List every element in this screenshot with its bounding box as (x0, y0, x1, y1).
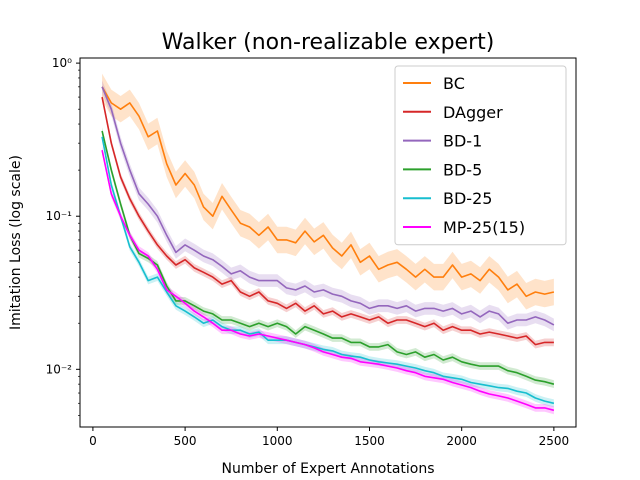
series-line-MP-25(15) (101, 150, 555, 412)
legend-label: MP-25(15) (443, 218, 525, 237)
x-tick-label: 0 (89, 434, 97, 448)
chart-title: Walker (non-realizable expert) (162, 30, 495, 55)
series-line-BC (101, 86, 555, 298)
legend-label: BC (443, 74, 465, 93)
series-line-DAgger (101, 96, 554, 346)
legend-box (394, 65, 567, 246)
x-tick-label: 2000 (446, 434, 477, 448)
y-tick-label: 10⁻¹ (46, 209, 73, 223)
series-line-BD-25 (101, 136, 555, 405)
x-axis: 0 500 1000 1500 2000 2500 (89, 427, 569, 448)
legend-label: DAgger (443, 103, 503, 122)
y-axis: 10⁻² 10⁻¹ 10⁰ (46, 56, 80, 416)
x-tick-label: 1000 (262, 434, 293, 448)
y-tick-label: 10⁻² (46, 362, 73, 376)
x-axis-label: Number of Expert Annotations (221, 461, 434, 477)
band-BD-25 (102, 133, 554, 408)
x-tick-label: 500 (174, 434, 197, 448)
plot-frame (79, 57, 577, 428)
series-line-BD-5 (101, 130, 555, 385)
series-line-BD-1 (101, 86, 555, 326)
x-tick-label: 2500 (539, 434, 570, 448)
legend-label: BD-25 (443, 189, 492, 208)
x-tick-label: 1500 (354, 434, 385, 448)
legend: BC DAgger BD-1 BD-5 BD-25 MP-25(15) (394, 65, 567, 246)
legend-label: BD-1 (443, 132, 482, 151)
series-lines (101, 86, 555, 412)
y-axis-label: Imitation Loss (log scale) (8, 155, 24, 330)
band-BC (102, 73, 554, 310)
legend-label: BD-5 (443, 160, 482, 179)
y-tick-label: 10⁰ (52, 56, 72, 70)
